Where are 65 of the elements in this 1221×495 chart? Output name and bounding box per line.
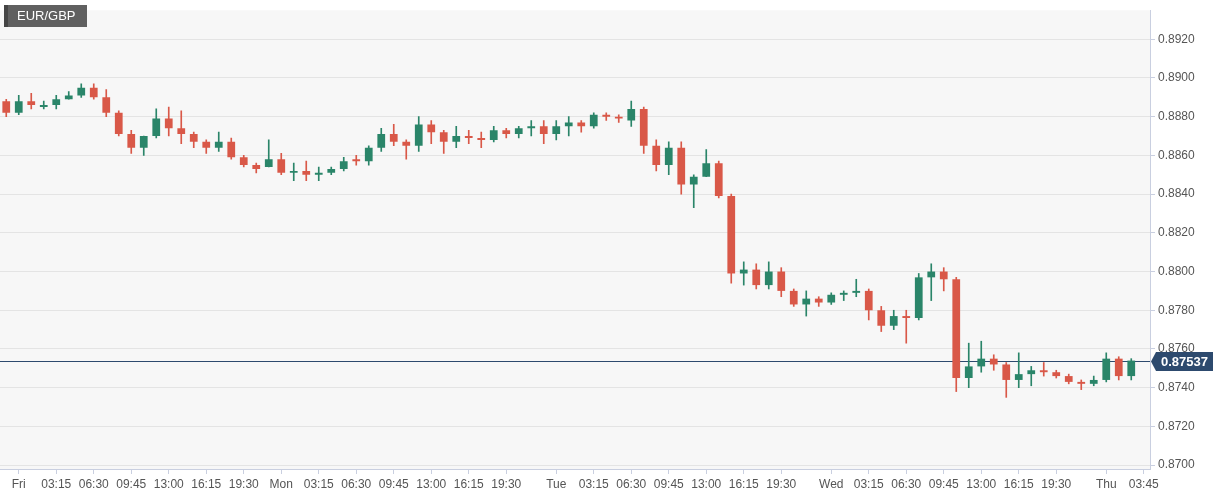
x-tick-label: 03:15 [41,476,72,491]
candlestick [289,162,298,181]
candlestick [1039,362,1048,377]
candlestick [1077,379,1086,390]
x-tick-label: 19:30 [1041,476,1072,491]
chart-title: EUR/GBP [4,5,87,27]
candlestick [977,340,986,373]
y-tick-label: 0.8700 [1158,457,1196,472]
candlestick [352,155,361,166]
x-tick-label: 16:15 [453,476,485,491]
x-tick-label: Thu [1095,476,1117,491]
x-tick-label: 13:00 [153,476,185,491]
y-tick-label: 0.8900 [1158,70,1196,85]
x-tick-label: 16:15 [728,476,760,491]
candlestick [564,116,573,137]
x-tick-label: Fri [11,476,26,491]
candlestick [464,129,473,145]
x-tick-label: 06:30 [616,476,647,491]
y-tick-label: 0.8920 [1158,31,1196,46]
x-tick-label: 19:30 [766,476,797,491]
x-tick-label: 13:00 [966,476,997,491]
candlestick [177,110,186,145]
candlestick [1014,352,1023,389]
x-tick-label: 19:30 [491,476,522,491]
y-tick-label: 0.8840 [1158,186,1196,201]
y-tick-label: 0.8820 [1158,225,1196,240]
y-tick-label: 0.8780 [1158,302,1196,317]
candlestick [614,114,623,123]
x-tick-label: 03:15 [578,476,610,491]
x-tick-label: 09:45 [653,476,685,491]
y-tick-label: 0.8860 [1158,147,1196,162]
x-tick-label: 03:45 [1128,476,1160,491]
x-tick-label: 06:30 [341,476,372,491]
candlestick [602,112,611,121]
candlestick [1027,366,1036,387]
x-tick-label: 16:15 [191,476,222,491]
y-tick-label: 0.8740 [1158,380,1196,395]
x-tick-label: 13:00 [691,476,722,491]
x-tick-label: 09:45 [928,476,960,491]
x-tick-label: 03:15 [303,476,335,491]
x-tick-label: Tue [546,476,567,491]
candlestick [402,139,411,160]
candlestick [527,120,536,137]
candlestick [839,290,848,301]
candlestick [689,174,698,208]
candlestick [852,278,861,298]
candlestick [902,309,911,344]
x-tick-label: 13:00 [416,476,447,491]
y-tick-label: 0.8800 [1158,263,1196,278]
candlestick [477,131,486,148]
x-tick-label: Wed [819,476,844,491]
x-tick-label: 09:45 [116,476,147,491]
x-tick-label: 16:15 [1003,476,1035,491]
x-tick-label: 03:15 [853,476,885,491]
x-tick-label: 19:30 [228,476,260,491]
x-tick-label: 09:45 [378,476,410,491]
y-tick-label: 0.8720 [1158,418,1196,433]
y-tick-label: 0.8880 [1158,108,1196,123]
ref-line-label: 0.87537 [1161,354,1208,370]
x-tick-label: 06:30 [891,476,922,491]
candlestick [302,160,311,181]
candlestick [314,166,323,181]
x-tick-label: 06:30 [78,476,110,491]
x-tick-label: Mon [269,476,293,491]
y-tick-label: 0.8760 [1158,341,1196,356]
